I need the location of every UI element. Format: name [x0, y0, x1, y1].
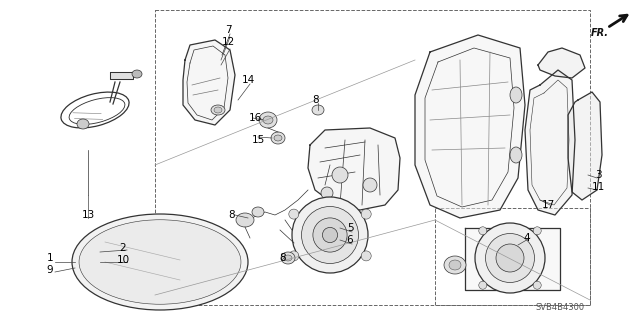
Ellipse shape — [301, 206, 358, 263]
Ellipse shape — [289, 251, 299, 261]
Ellipse shape — [79, 220, 241, 304]
Text: FR.: FR. — [591, 28, 609, 38]
Ellipse shape — [281, 252, 295, 264]
Ellipse shape — [321, 187, 333, 199]
Ellipse shape — [533, 281, 541, 289]
Ellipse shape — [289, 209, 299, 219]
Ellipse shape — [132, 70, 142, 78]
Polygon shape — [415, 35, 525, 218]
Ellipse shape — [312, 105, 324, 115]
Text: 11: 11 — [591, 182, 605, 192]
Text: 13: 13 — [81, 210, 95, 220]
Text: 8: 8 — [313, 95, 319, 105]
Ellipse shape — [271, 132, 285, 144]
Text: 16: 16 — [248, 113, 262, 123]
Text: 15: 15 — [252, 135, 264, 145]
Ellipse shape — [496, 244, 524, 272]
Text: 6: 6 — [347, 235, 353, 245]
Polygon shape — [110, 72, 133, 79]
Ellipse shape — [486, 234, 534, 283]
Ellipse shape — [72, 214, 248, 310]
Text: SVB4B4300: SVB4B4300 — [536, 303, 584, 313]
Ellipse shape — [274, 135, 282, 141]
Text: 10: 10 — [116, 255, 129, 265]
Text: 14: 14 — [241, 75, 255, 85]
Ellipse shape — [77, 119, 89, 129]
Ellipse shape — [323, 227, 338, 243]
Bar — [155, 10, 590, 305]
Ellipse shape — [361, 251, 371, 261]
Ellipse shape — [236, 213, 254, 227]
Ellipse shape — [292, 197, 368, 273]
Polygon shape — [308, 128, 400, 210]
Ellipse shape — [361, 209, 371, 219]
Ellipse shape — [259, 112, 277, 128]
Text: 5: 5 — [347, 223, 353, 233]
Polygon shape — [183, 40, 235, 125]
Polygon shape — [465, 228, 560, 290]
Polygon shape — [568, 92, 602, 200]
Text: 9: 9 — [47, 265, 53, 275]
Ellipse shape — [332, 167, 348, 183]
Ellipse shape — [510, 147, 522, 163]
Text: 8: 8 — [228, 210, 236, 220]
Text: 2: 2 — [120, 243, 126, 253]
Ellipse shape — [313, 218, 347, 252]
Ellipse shape — [449, 260, 461, 270]
Ellipse shape — [284, 255, 292, 261]
Ellipse shape — [444, 256, 466, 274]
Ellipse shape — [211, 105, 225, 115]
Ellipse shape — [263, 116, 273, 124]
Ellipse shape — [363, 178, 377, 192]
Bar — [435, 208, 590, 305]
Text: 7: 7 — [225, 25, 231, 35]
Ellipse shape — [475, 223, 545, 293]
Ellipse shape — [533, 227, 541, 235]
Text: 17: 17 — [541, 200, 555, 210]
Text: 1: 1 — [47, 253, 53, 263]
Text: 3: 3 — [595, 170, 602, 180]
Text: 12: 12 — [221, 37, 235, 47]
Ellipse shape — [510, 87, 522, 103]
Polygon shape — [538, 48, 585, 78]
Text: 4: 4 — [524, 233, 531, 243]
Ellipse shape — [214, 107, 222, 113]
Ellipse shape — [479, 281, 487, 289]
Ellipse shape — [252, 207, 264, 217]
Ellipse shape — [479, 227, 487, 235]
Polygon shape — [525, 70, 575, 215]
Text: 8: 8 — [280, 253, 286, 263]
